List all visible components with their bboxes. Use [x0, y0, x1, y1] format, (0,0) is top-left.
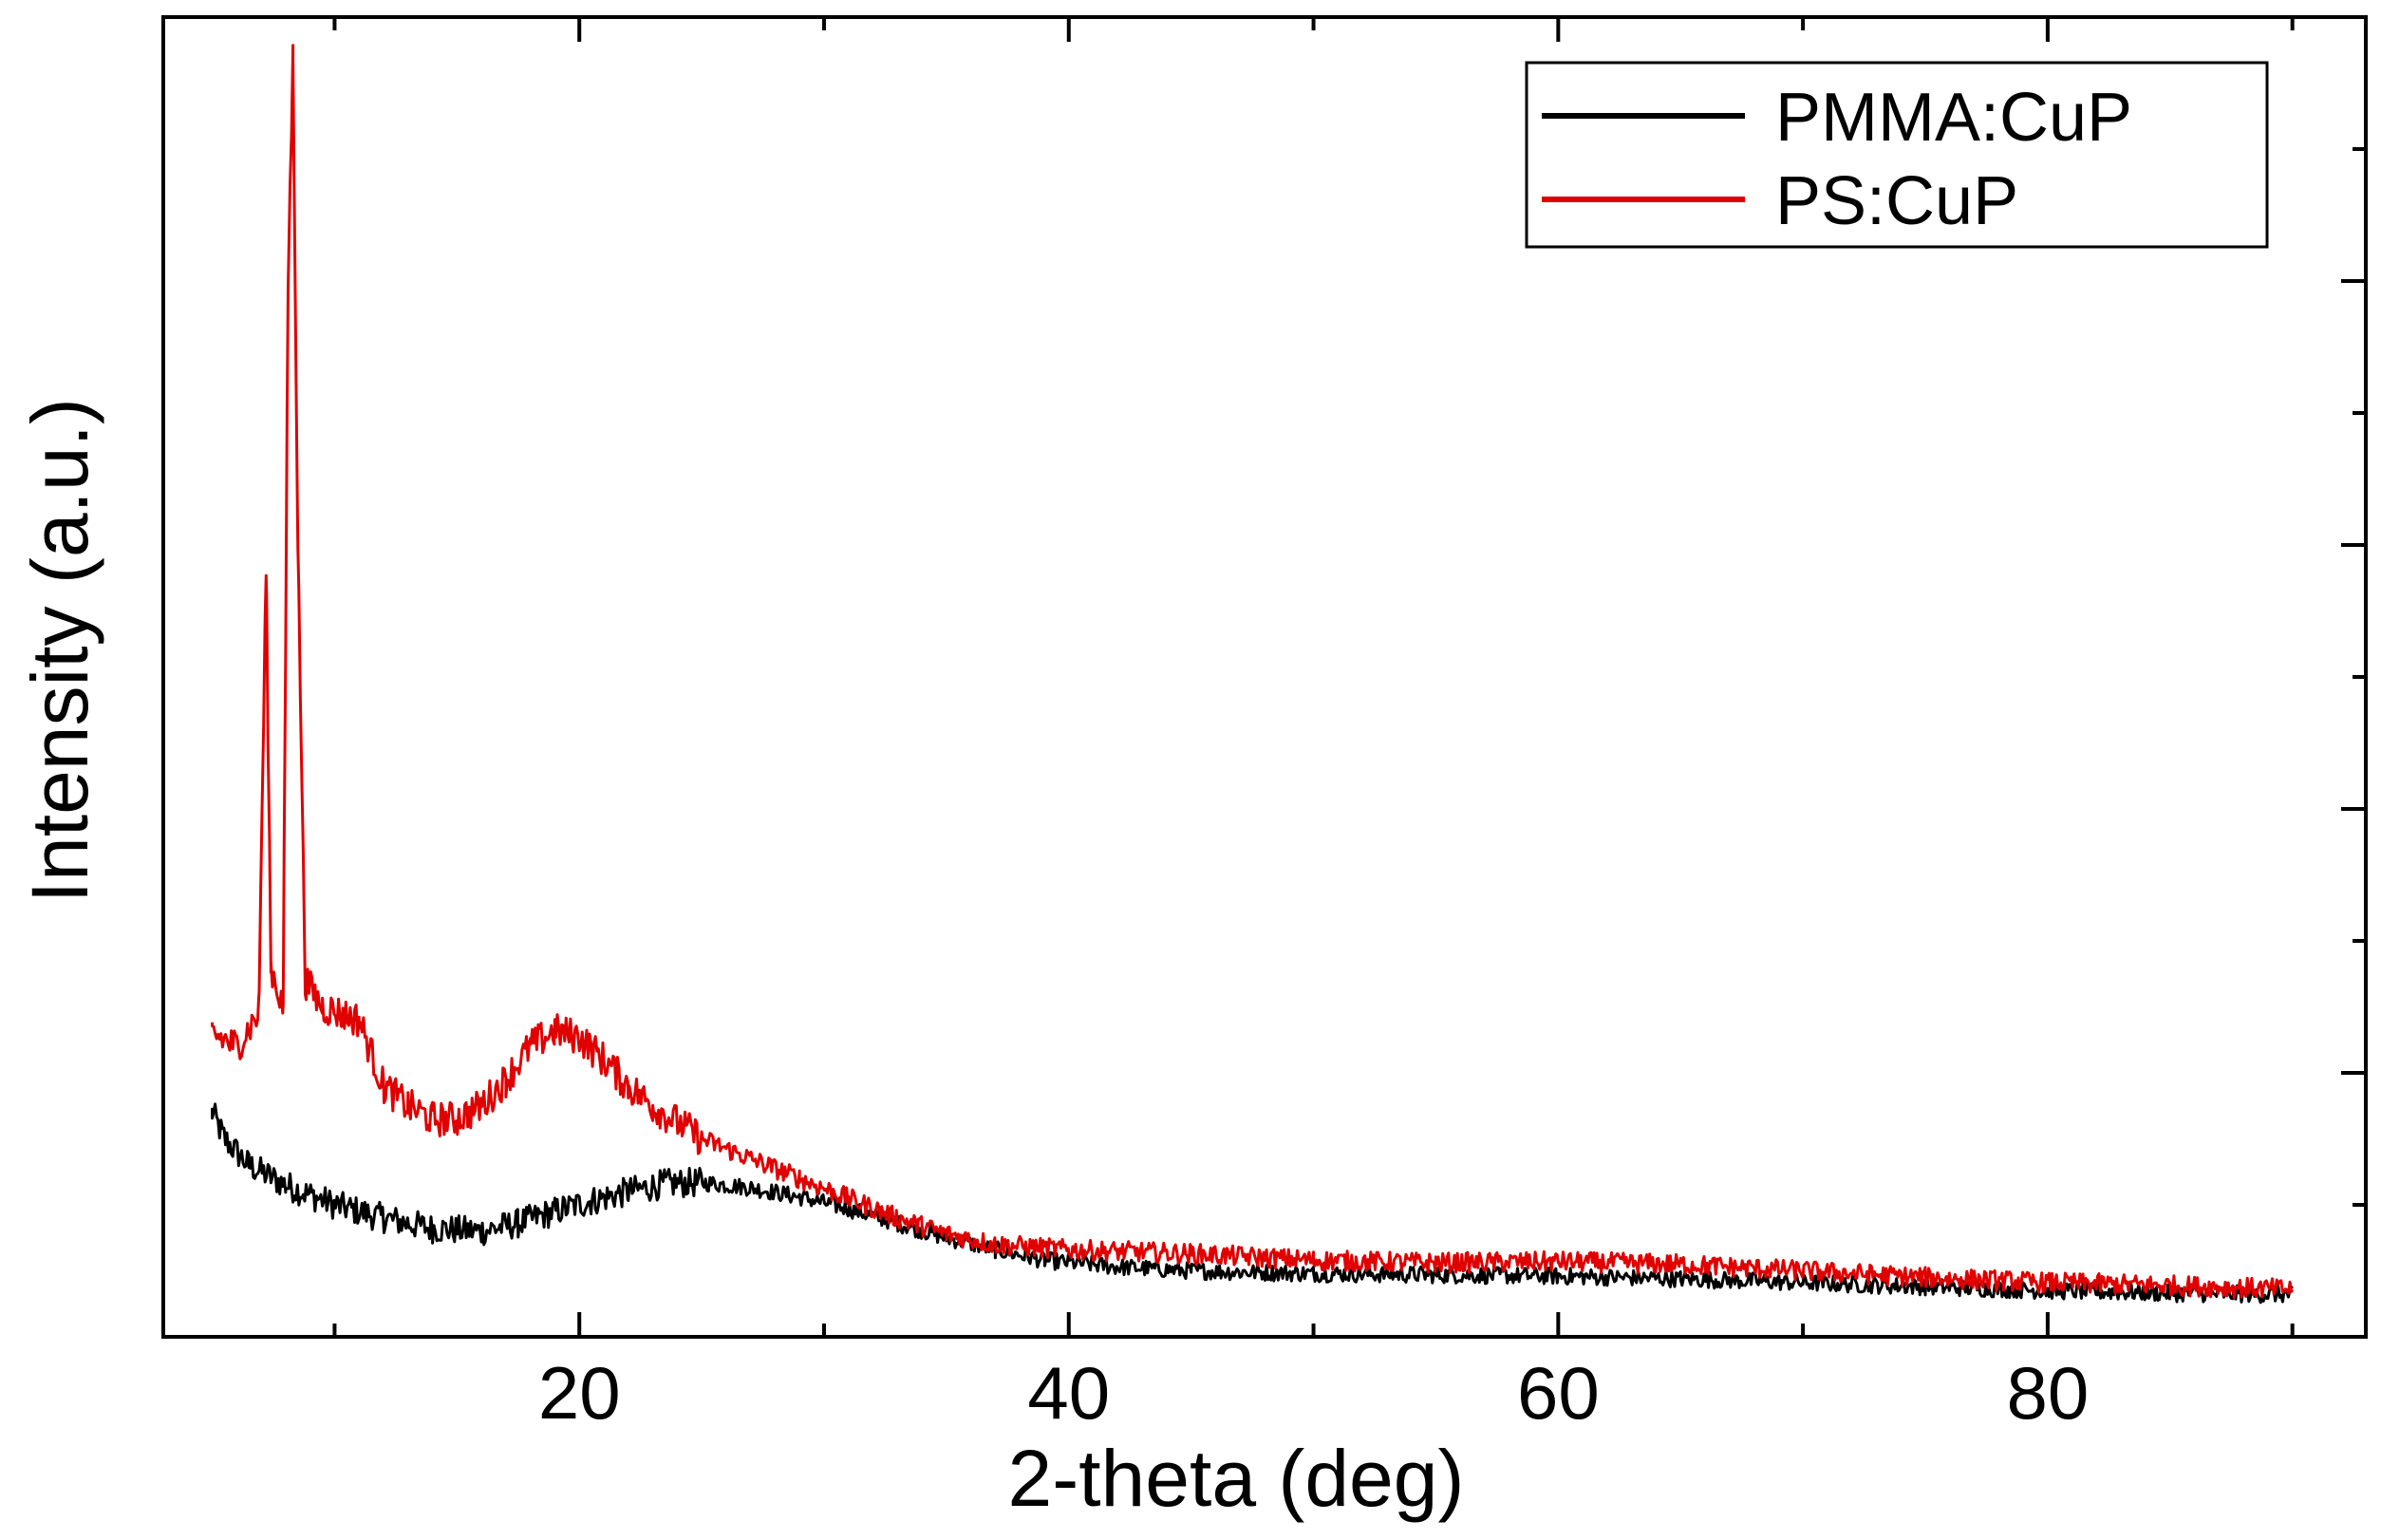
x-axis-title: 2-theta (deg): [1008, 1434, 1465, 1523]
x-tick-label: 40: [1027, 1351, 1110, 1435]
ticks-layer: [332, 17, 2366, 1337]
y-axis-title: Intensity (a.u.): [15, 398, 104, 903]
x-tick-label: 20: [538, 1351, 621, 1435]
x-tick-label: 80: [2007, 1351, 2090, 1435]
legend-label-ps-cup: PS:CuP: [1775, 163, 2018, 239]
series-line-ps-cup: [211, 44, 2295, 1300]
legend: PMMA:CuP PS:CuP: [1525, 61, 2269, 249]
x-tick-labels: 20 40 60 80: [538, 1351, 2089, 1435]
series-layer: [211, 44, 2295, 1305]
legend-label-pmma-cup: PMMA:CuP: [1775, 80, 2132, 156]
x-tick-label: 60: [1517, 1351, 1600, 1435]
legend-box: [1525, 61, 2269, 249]
